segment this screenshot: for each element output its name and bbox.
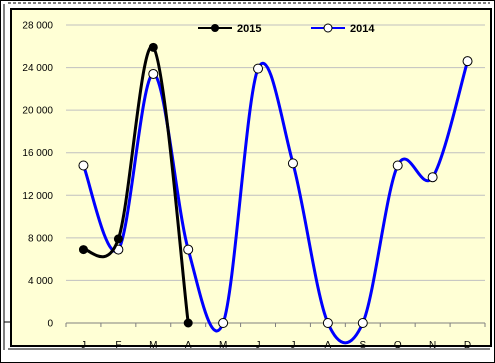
y-tick-label: 28 000 xyxy=(22,21,53,32)
x-ticks xyxy=(65,323,486,327)
data-point-2014 xyxy=(218,318,229,328)
data-point-2014 xyxy=(253,63,264,74)
data-point-2014 xyxy=(427,172,438,183)
data-point-2014 xyxy=(462,56,473,67)
data-point-2015 xyxy=(148,42,158,52)
legend-label-2015: 2015 xyxy=(237,23,261,35)
data-point-2014 xyxy=(78,160,89,171)
y-tick-label: 4 000 xyxy=(28,276,53,287)
series-2015 xyxy=(78,42,193,328)
chart-background xyxy=(12,10,490,345)
data-point-2014 xyxy=(148,68,159,79)
y-tick-label: 24 000 xyxy=(22,63,53,74)
data-point-2015 xyxy=(183,318,193,328)
y-tick-label: 20 000 xyxy=(22,106,53,117)
data-point-2014 xyxy=(357,318,368,328)
inner-border xyxy=(10,8,492,347)
data-point-2015 xyxy=(78,245,88,255)
data-point-2014 xyxy=(183,244,194,255)
legend: 2015 2014 xyxy=(198,23,375,35)
y-tick-label: 0 xyxy=(47,319,53,330)
data-point-2014 xyxy=(392,160,403,171)
y-tick-labels: 0 4 000 8 000 12 000 16 000 20 000 24 000 28 00… xyxy=(22,21,53,330)
series-line-2015 xyxy=(83,45,190,324)
series-layer xyxy=(78,42,473,345)
data-point-2015 xyxy=(113,234,123,244)
y-tick-label: 16 000 xyxy=(22,148,53,159)
legend-label-2014: 2014 xyxy=(350,23,375,35)
y-tick-label: 8 000 xyxy=(28,233,53,244)
series-2014 xyxy=(78,56,473,345)
legend-marker-2015 xyxy=(211,24,219,32)
data-point-2014 xyxy=(287,158,298,169)
y-tick-label: 12 000 xyxy=(22,191,53,202)
data-point-2014 xyxy=(322,318,333,328)
legend-marker-2014 xyxy=(323,23,333,33)
